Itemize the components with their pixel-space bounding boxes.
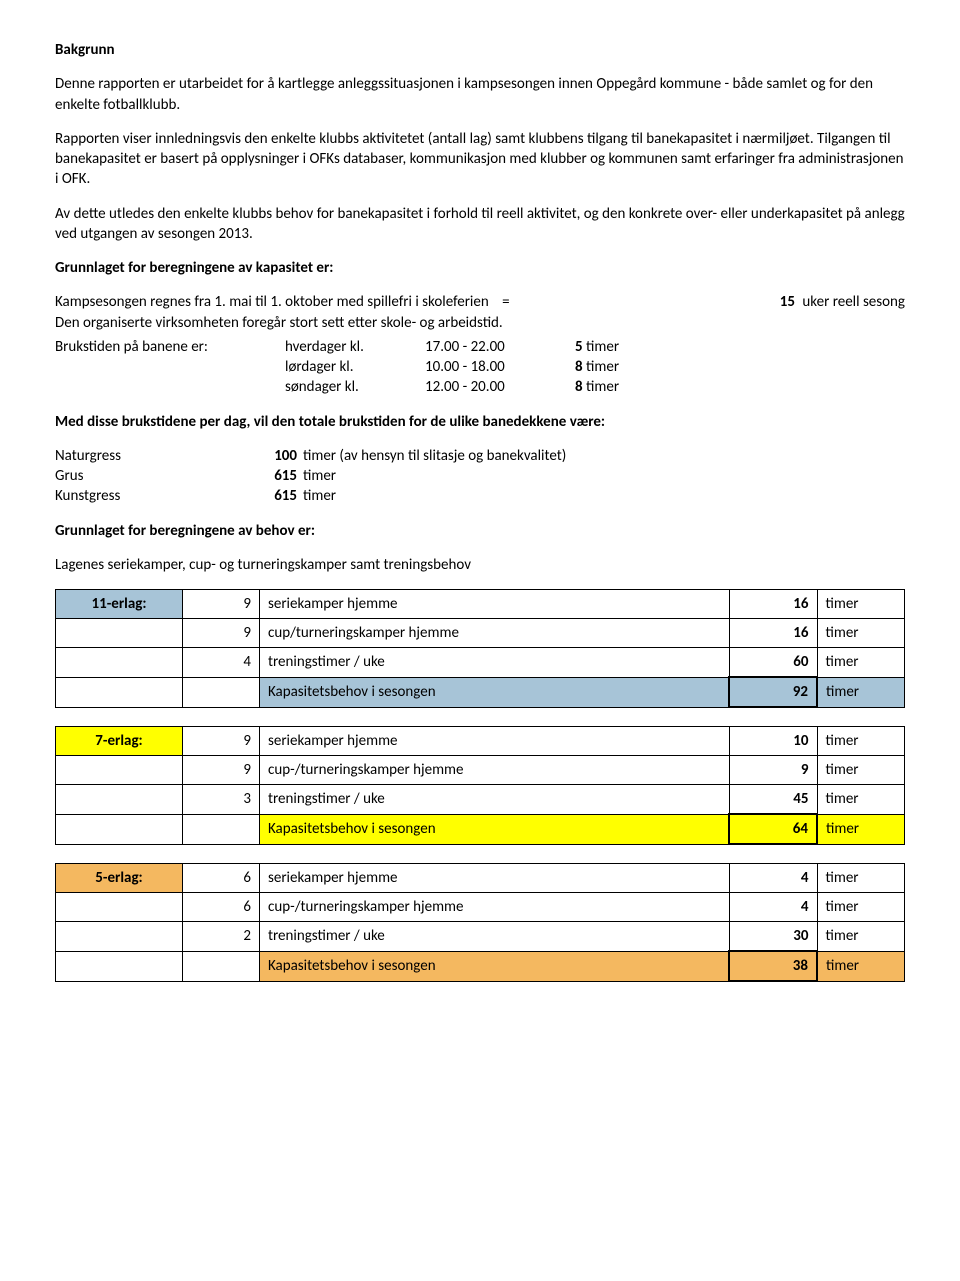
text: timer (586, 358, 619, 376)
table-row-total: Kapasitetsbehov i sesongen 64 timer (56, 814, 905, 844)
paragraph: Lagenes seriekamper, cup- og turneringsk… (55, 555, 905, 575)
table-row: 11-erlag: 9 seriekamper hjemme 16 timer (56, 590, 905, 619)
cell: timer (817, 727, 905, 756)
cell: 9 (183, 590, 260, 619)
cell: 9 (183, 619, 260, 648)
heading-behov: Grunnlaget for beregningene av behov er: (55, 521, 905, 541)
cell: timer (817, 814, 905, 844)
cell: timer (817, 677, 905, 707)
cell: 6 (183, 864, 260, 893)
group-label: 5-erlag: (56, 864, 183, 893)
table-row: 5-erlag: 6 seriekamper hjemme 4 timer (56, 864, 905, 893)
heading-bakgrunn: Bakgrunn (55, 40, 905, 60)
value: 8 (575, 358, 583, 376)
cell: treningstimer / uke (260, 648, 730, 678)
text: 17.00 - 22.00 (425, 337, 575, 357)
cell: seriekamper hjemme (260, 727, 730, 756)
paragraph: Rapporten viser innledningsvis den enkel… (55, 129, 905, 190)
cell: 4 (729, 864, 817, 893)
text: timer (303, 466, 905, 486)
cell: timer (817, 619, 905, 648)
table-row-total: Kapasitetsbehov i sesongen 92 timer (56, 677, 905, 707)
cell: 6 (183, 893, 260, 922)
table-row: 9 cup-/turneringskamper hjemme 9 timer (56, 756, 905, 785)
table-row: 9 cup/turneringskamper hjemme 16 timer (56, 619, 905, 648)
cell: timer (817, 922, 905, 952)
value: 5 (575, 338, 583, 356)
cell: 60 (729, 648, 817, 678)
text: lørdager kl. (285, 357, 425, 377)
heading-brukstid: Med disse brukstidene per dag, vil den t… (55, 412, 905, 432)
cell: 10 (729, 727, 817, 756)
cell: Kapasitetsbehov i sesongen (260, 814, 730, 844)
cell: 64 (729, 814, 817, 844)
cell: Kapasitetsbehov i sesongen (260, 951, 730, 981)
cell: 2 (183, 922, 260, 952)
label: Naturgress (55, 446, 255, 466)
label: Grus (55, 466, 255, 486)
value: 100 (255, 446, 303, 466)
cell: 16 (729, 590, 817, 619)
cell: 30 (729, 922, 817, 952)
cell: Kapasitetsbehov i sesongen (260, 677, 730, 707)
value: 615 (255, 466, 303, 486)
cell: cup-/turneringskamper hjemme (260, 756, 730, 785)
label: Brukstiden på banene er: (55, 337, 285, 357)
cell: seriekamper hjemme (260, 590, 730, 619)
value: 15 (780, 293, 795, 311)
value: 8 (575, 378, 583, 396)
cell: cup/turneringskamper hjemme (260, 619, 730, 648)
cell: 38 (729, 951, 817, 981)
table-row: 6 cup-/turneringskamper hjemme 4 timer (56, 893, 905, 922)
paragraph: Den organiserte virksomheten foregår sto… (55, 313, 905, 333)
text: timer (303, 486, 905, 506)
text: timer (av hensyn til slitasje og banekva… (303, 446, 905, 466)
cell: cup-/turneringskamper hjemme (260, 893, 730, 922)
calc-table: 11-erlag: 9 seriekamper hjemme 16 timer … (55, 589, 905, 982)
cell: 9 (183, 756, 260, 785)
cell: 3 (183, 785, 260, 815)
paragraph: Av dette utledes den enkelte klubbs beho… (55, 204, 905, 245)
cell: 16 (729, 619, 817, 648)
text: uker reell sesong (798, 293, 905, 311)
group-label: 7-erlag: (56, 727, 183, 756)
cell: timer (817, 648, 905, 678)
table-row-total: Kapasitetsbehov i sesongen 38 timer (56, 951, 905, 981)
cell: timer (817, 864, 905, 893)
usage-times: Brukstiden på banene er: hverdager kl. 1… (55, 337, 905, 398)
table-row: 2 treningstimer / uke 30 timer (56, 922, 905, 952)
text: timer (586, 338, 619, 356)
text: 12.00 - 20.00 (425, 377, 575, 397)
heading-kapasitet: Grunnlaget for beregningene av kapasitet… (55, 258, 905, 278)
text: søndager kl. (285, 377, 425, 397)
cell: 4 (183, 648, 260, 678)
table-row: 4 treningstimer / uke 60 timer (56, 648, 905, 678)
cell: timer (817, 756, 905, 785)
cell: 9 (729, 756, 817, 785)
season-line: Kampsesongen regnes fra 1. mai til 1. ok… (55, 292, 905, 312)
table-row: 7-erlag: 9 seriekamper hjemme 10 timer (56, 727, 905, 756)
cell: timer (817, 893, 905, 922)
cell: 45 (729, 785, 817, 815)
cell: 92 (729, 677, 817, 707)
text: 10.00 - 18.00 (425, 357, 575, 377)
cell: treningstimer / uke (260, 922, 730, 952)
cell: timer (817, 785, 905, 815)
text: hverdager kl. (285, 337, 425, 357)
label: Kunstgress (55, 486, 255, 506)
table-row: 3 treningstimer / uke 45 timer (56, 785, 905, 815)
cell: 4 (729, 893, 817, 922)
surface-list: Naturgress 100 timer (av hensyn til slit… (55, 446, 905, 507)
cell: timer (817, 951, 905, 981)
value: 615 (255, 486, 303, 506)
paragraph: Denne rapporten er utarbeidet for å kart… (55, 74, 905, 115)
cell: seriekamper hjemme (260, 864, 730, 893)
cell: timer (817, 590, 905, 619)
cell: 9 (183, 727, 260, 756)
group-label: 11-erlag: (56, 590, 183, 619)
text: Kampsesongen regnes fra 1. mai til 1. ok… (55, 293, 489, 311)
text: timer (586, 378, 619, 396)
cell: treningstimer / uke (260, 785, 730, 815)
text: = (492, 293, 519, 311)
